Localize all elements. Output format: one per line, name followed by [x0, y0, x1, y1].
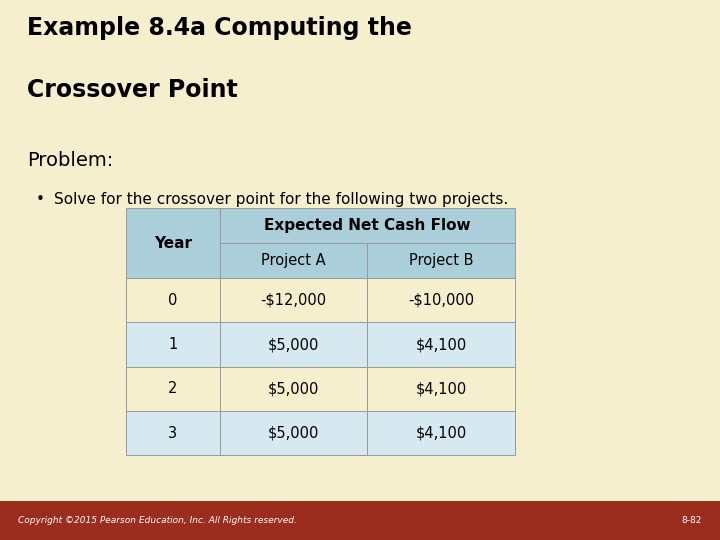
Text: •: •: [36, 192, 45, 207]
Bar: [367, 322, 515, 367]
Bar: [367, 278, 515, 322]
Bar: [126, 367, 220, 411]
Bar: [367, 411, 515, 455]
Text: -$12,000: -$12,000: [261, 293, 326, 308]
Text: -$10,000: -$10,000: [408, 293, 474, 308]
Text: $4,100: $4,100: [415, 381, 467, 396]
Bar: [220, 367, 367, 411]
Text: 1: 1: [168, 337, 177, 352]
Bar: [220, 322, 367, 367]
Text: Copyright ©2015 Pearson Education, Inc. All Rights reserved.: Copyright ©2015 Pearson Education, Inc. …: [18, 516, 297, 525]
Bar: [220, 411, 367, 455]
Text: $5,000: $5,000: [268, 337, 319, 352]
Bar: [220, 208, 515, 243]
Text: $4,100: $4,100: [415, 337, 467, 352]
Bar: [126, 208, 220, 278]
Bar: [367, 367, 515, 411]
Bar: [126, 278, 220, 322]
Text: Example 8.4a Computing the: Example 8.4a Computing the: [27, 16, 413, 40]
Text: Year: Year: [154, 235, 192, 251]
Text: Crossover Point: Crossover Point: [27, 78, 238, 102]
Text: $5,000: $5,000: [268, 426, 319, 441]
Bar: [220, 278, 367, 322]
Bar: [220, 243, 367, 278]
Text: 8-82: 8-82: [682, 516, 702, 525]
Bar: [126, 411, 220, 455]
Text: Project B: Project B: [409, 253, 473, 268]
Bar: [367, 243, 515, 278]
Text: $4,100: $4,100: [415, 426, 467, 441]
Text: $5,000: $5,000: [268, 381, 319, 396]
Bar: [126, 322, 220, 367]
Text: Project A: Project A: [261, 253, 325, 268]
Text: Expected Net Cash Flow: Expected Net Cash Flow: [264, 218, 470, 233]
Text: Solve for the crossover point for the following two projects.: Solve for the crossover point for the fo…: [54, 192, 508, 207]
Text: 0: 0: [168, 293, 178, 308]
Text: 3: 3: [168, 426, 177, 441]
Bar: [0, 501, 720, 540]
Text: 2: 2: [168, 381, 178, 396]
Text: Problem:: Problem:: [27, 151, 114, 170]
